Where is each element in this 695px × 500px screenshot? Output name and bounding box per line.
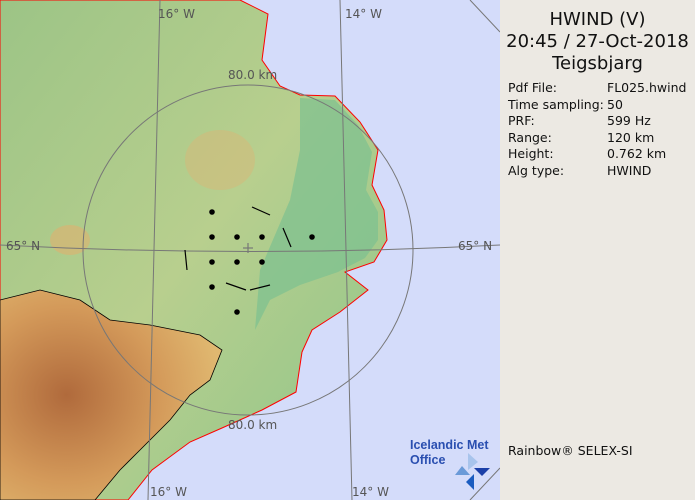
info-row: Pdf File: FL025.hwind: [508, 80, 695, 97]
range-label: 80.0 km: [228, 68, 277, 82]
logo-text: Office: [410, 453, 446, 467]
met-office-logo: Icelandic Met Office: [410, 438, 489, 468]
info-row: Time sampling: 50: [508, 97, 695, 114]
info-row: Height: 0.762 km: [508, 146, 695, 163]
info-table: Pdf File: FL025.hwind Time sampling: 50 PR…: [508, 80, 695, 179]
wind-barbs: [184, 206, 315, 315]
mountains: [0, 289, 223, 500]
lon-label: 14° W: [345, 7, 382, 21]
graticule: [0, 0, 500, 500]
lowland-green: [255, 98, 378, 330]
info-value: FL025.hwind: [607, 80, 687, 95]
info-value: HWIND: [607, 162, 652, 178]
radar-map: 16° W 14° W 16° W 14° W 65° N 65° N 80.0…: [0, 0, 500, 500]
product-title: HWIND (V): [549, 9, 646, 30]
met-office-logo-icon: [455, 453, 490, 490]
lon-label: 14° W: [352, 485, 389, 499]
credit-text: Rainbow® SELEX-SI: [508, 443, 633, 458]
info-label: Height:: [508, 146, 554, 161]
info-row: Range: 120 km: [508, 130, 695, 147]
info-row: Alg type: HWIND: [508, 163, 695, 180]
lon-label: 16° W: [158, 7, 195, 21]
lat-label: 65° N: [6, 239, 40, 253]
range-label: 80.0 km: [228, 418, 277, 432]
lon-label: 16° W: [150, 485, 187, 499]
datetime: 20:45 / 27-Oct-2018: [506, 31, 689, 52]
highland: [185, 130, 255, 190]
info-row: PRF: 599 Hz: [508, 113, 695, 130]
info-value: 599 Hz: [607, 113, 651, 128]
info-label: Pdf File:: [508, 80, 557, 95]
info-value: 120 km: [607, 129, 655, 145]
lat-label: 65° N: [458, 239, 492, 253]
info-value: 50: [607, 96, 623, 112]
site-name: Teigsbjarg: [552, 53, 643, 74]
info-label: Range:: [508, 129, 552, 145]
logo-text: Icelandic Met: [410, 438, 489, 452]
info-label: Alg type:: [508, 162, 565, 178]
info-panel: HWIND (V) 20:45 / 27-Oct-2018 Teigsbjarg…: [500, 0, 695, 500]
info-label: Time sampling:: [508, 96, 604, 112]
info-label: PRF:: [508, 113, 535, 128]
info-value: 0.762 km: [607, 146, 667, 161]
